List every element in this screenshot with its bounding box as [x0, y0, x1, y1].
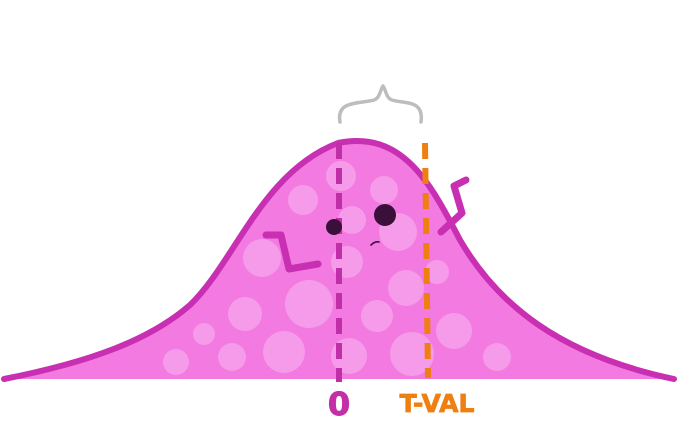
left-arm-icon: [262, 231, 322, 273]
right-arm-icon: [437, 176, 470, 236]
t-value-dashed-line: [422, 142, 431, 379]
curly-brace-icon: [337, 84, 423, 124]
zero-label: 0: [328, 385, 350, 423]
t-value-label: T-VAL: [400, 389, 475, 418]
left-eye-icon: [326, 219, 342, 235]
right-eye-icon: [374, 204, 396, 226]
mouth-icon: [370, 241, 380, 246]
character-face: [326, 204, 396, 246]
